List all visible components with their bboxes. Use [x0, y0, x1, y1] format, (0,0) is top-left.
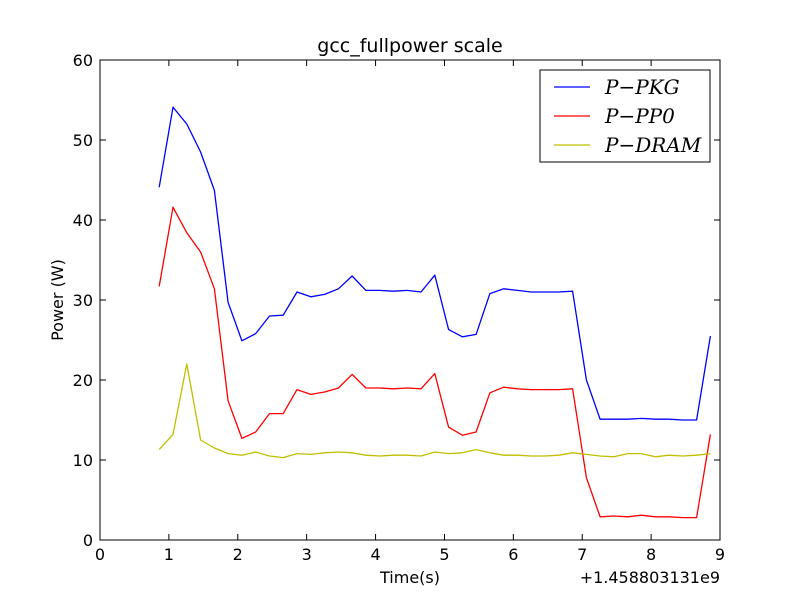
y-tick-label-2: 20	[73, 371, 93, 390]
y-tick-label-4: 40	[73, 211, 93, 230]
x-tick-label-4: 4	[370, 545, 380, 564]
y-tick-label-6: 60	[73, 51, 93, 70]
x-tick-label-9: 9	[715, 545, 725, 564]
x-tick-label-0: 0	[95, 545, 105, 564]
x-tick-label-5: 5	[439, 545, 449, 564]
x-axis-offset-label: +1.458803131e9	[580, 568, 720, 587]
x-tick-label-6: 6	[508, 545, 518, 564]
y-tick-label-3: 30	[73, 291, 93, 310]
series-line-0	[158, 106, 712, 421]
chart-title: gcc_fullpower scale	[317, 35, 502, 57]
legend-label-0: P−PKG	[604, 75, 680, 99]
y-axis-label: Power (W)	[48, 259, 67, 341]
legend: P−PKG P−PP0 P−DRAM	[539, 69, 711, 163]
y-tick-label-0: 0	[83, 531, 93, 550]
x-tick-label-1: 1	[164, 545, 174, 564]
legend-entries: P−PKG P−PP0 P−DRAM	[554, 75, 702, 157]
x-tick-label-7: 7	[577, 545, 587, 564]
series-line-1	[158, 206, 712, 519]
legend-label-1: P−PP0	[604, 104, 675, 128]
x-axis-label: Time(s)	[379, 568, 440, 587]
legend-label-2: P−DRAM	[604, 133, 702, 157]
y-tick-label-5: 50	[73, 131, 93, 150]
x-tick-label-8: 8	[646, 545, 656, 564]
ticks-layer: 0 1 2 3 4 5 6 7 8 9 0 10 20 30 40 50 60	[73, 51, 725, 564]
series-line-2	[158, 363, 711, 459]
plot-area: 0 1 2 3 4 5 6 7 8 9 0 10 20 30 40 50 60	[73, 51, 725, 564]
x-tick-label-3: 3	[302, 545, 312, 564]
series-layer	[158, 106, 712, 519]
x-tick-label-2: 2	[233, 545, 243, 564]
y-tick-label-1: 10	[73, 451, 93, 470]
